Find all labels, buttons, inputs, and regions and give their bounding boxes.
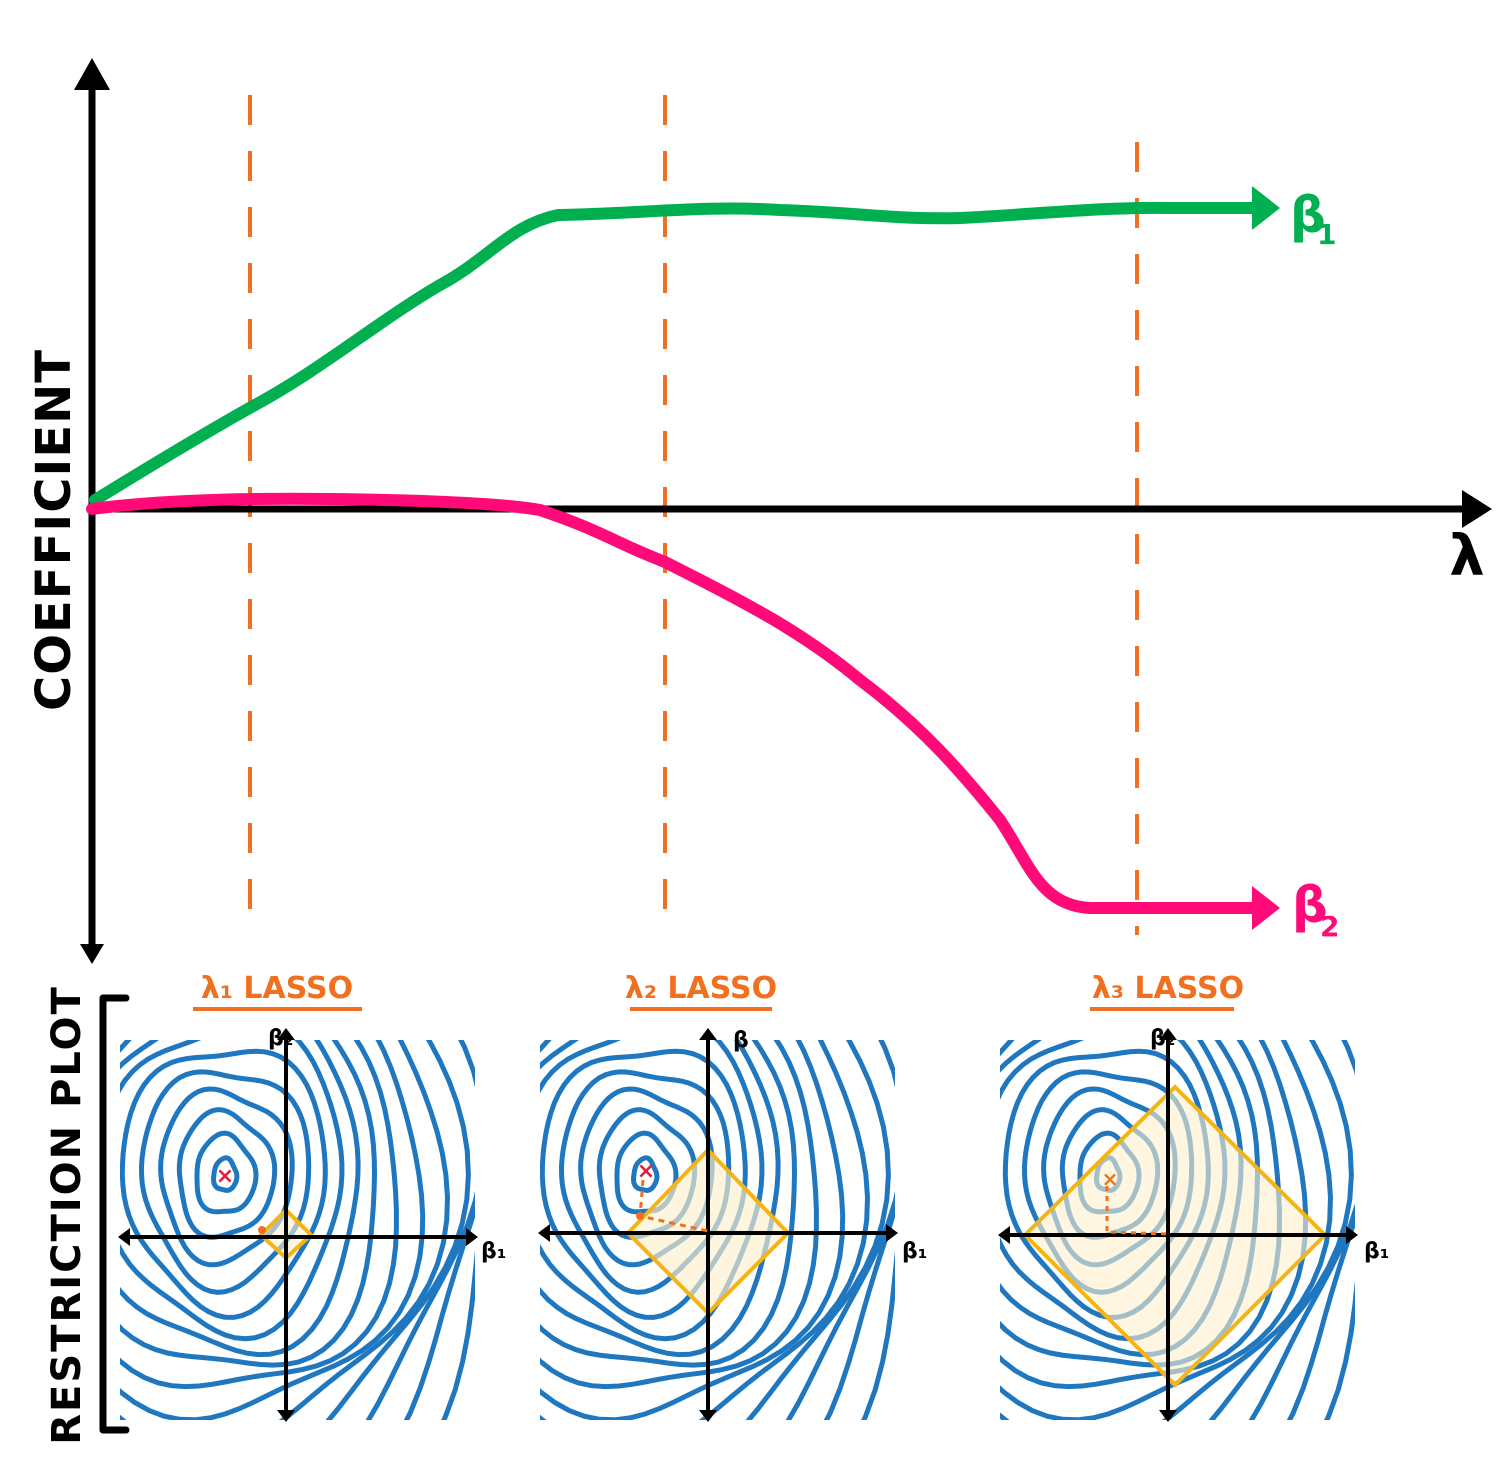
contour-ring (120, 1040, 451, 1420)
beta2-subscript: 2 (1320, 910, 1339, 943)
beta1-axis-arrow-right (466, 1228, 478, 1246)
panel-title: λ₃ LASSO (1092, 971, 1244, 1006)
restriction-panel-lambda1: λ₁ LASSO × β₁ β₂ (118, 971, 506, 1422)
beta2-axis-arrow-down (1159, 1410, 1177, 1422)
ols-estimate-marker: × (216, 1164, 234, 1189)
restriction-panel-lambda2: λ₂ LASSO × β₁ β (538, 971, 927, 1422)
beta2-legend-label: β 2 (1292, 876, 1339, 943)
beta1-subscript: 1 (1317, 218, 1336, 251)
contour-lines (540, 1040, 895, 1420)
beta2-axis-arrow-up (277, 1028, 295, 1040)
panel-title: λ₁ LASSO (201, 971, 353, 1006)
x-axis-label: λ (1449, 524, 1484, 589)
contour-ring (540, 1040, 781, 1358)
beta2-arrow (1252, 886, 1280, 930)
y-axis-label: β₂ (268, 1026, 293, 1051)
contour-ring (120, 1040, 378, 1368)
beta1-symbol: β (1290, 186, 1326, 244)
contour-ring (630, 1155, 660, 1193)
x-axis-label: β₁ (481, 1239, 506, 1264)
y-axis-label: β (733, 1028, 749, 1053)
contour-ring (1000, 1040, 1334, 1420)
x-axis-arrow (1462, 490, 1492, 528)
beta1-arrow (1252, 186, 1280, 230)
contour-ring (120, 1040, 426, 1420)
contour-ring (194, 1130, 259, 1215)
contour-ring (540, 1040, 798, 1368)
contour-ring (158, 1086, 295, 1268)
x-axis-label: β₁ (902, 1239, 927, 1264)
beta1-axis-arrow-left (998, 1226, 1010, 1244)
beta1-axis-arrow-right (886, 1224, 898, 1242)
contour-ring (138, 1069, 312, 1295)
contour-ring (210, 1155, 240, 1193)
beta1-legend-label: β 1 (1290, 186, 1336, 251)
x-axis-label: β₁ (1364, 1239, 1389, 1264)
beta2-axis-arrow-down (699, 1410, 717, 1422)
contour-ring (540, 1040, 871, 1420)
lasso-solution-point (258, 1226, 266, 1234)
contour-ring (1208, 1040, 1354, 1420)
beta2-path (86, 492, 1264, 914)
y-axis-arrow-down (80, 944, 104, 964)
beta1-path (89, 201, 1264, 506)
beta1-axis-arrow-left (538, 1224, 550, 1242)
contour-ring (120, 1048, 328, 1320)
y-axis-label: COEFFICIENT (26, 349, 82, 711)
ols-estimate-marker: × (637, 1159, 655, 1184)
contour-ring (176, 1107, 278, 1240)
beta2-symbol: β (1292, 876, 1328, 934)
restriction-bracket (99, 994, 130, 1434)
contour-ring (540, 1040, 819, 1390)
contour-ring (120, 1040, 399, 1390)
ols-estimate-marker: × (1102, 1167, 1119, 1191)
panel-title: λ₂ LASSO (625, 971, 777, 1006)
contour-ring (120, 1040, 361, 1358)
beta2-axis-arrow-up (1159, 1028, 1177, 1040)
restriction-panel-lambda3: λ₃ LASSO × β₁ β₂ (998, 971, 1389, 1422)
contour-ring (1000, 1040, 1309, 1420)
beta1-axis-arrow-right (1346, 1226, 1358, 1244)
contour-ring (745, 1040, 891, 1420)
lasso-solution-point (636, 1212, 644, 1220)
restriction-label: RESTRICTION PLOT (44, 985, 90, 1445)
coefficient-path-plot: COEFFICIENT λ β 1 β 2 (26, 58, 1492, 964)
contour-ring (325, 1040, 471, 1420)
beta2-axis-arrow-up (699, 1028, 717, 1040)
beta1-axis-arrow-left (118, 1228, 130, 1246)
y-axis-label: β₂ (1150, 1026, 1175, 1051)
y-axis-arrow-up (74, 58, 110, 90)
restriction-section: RESTRICTION PLOT λ₁ LASSO × β₁ β₂ λ₂ LAS… (44, 971, 1389, 1445)
beta2-axis-arrow-down (277, 1410, 295, 1422)
contour-ring (540, 1040, 846, 1420)
